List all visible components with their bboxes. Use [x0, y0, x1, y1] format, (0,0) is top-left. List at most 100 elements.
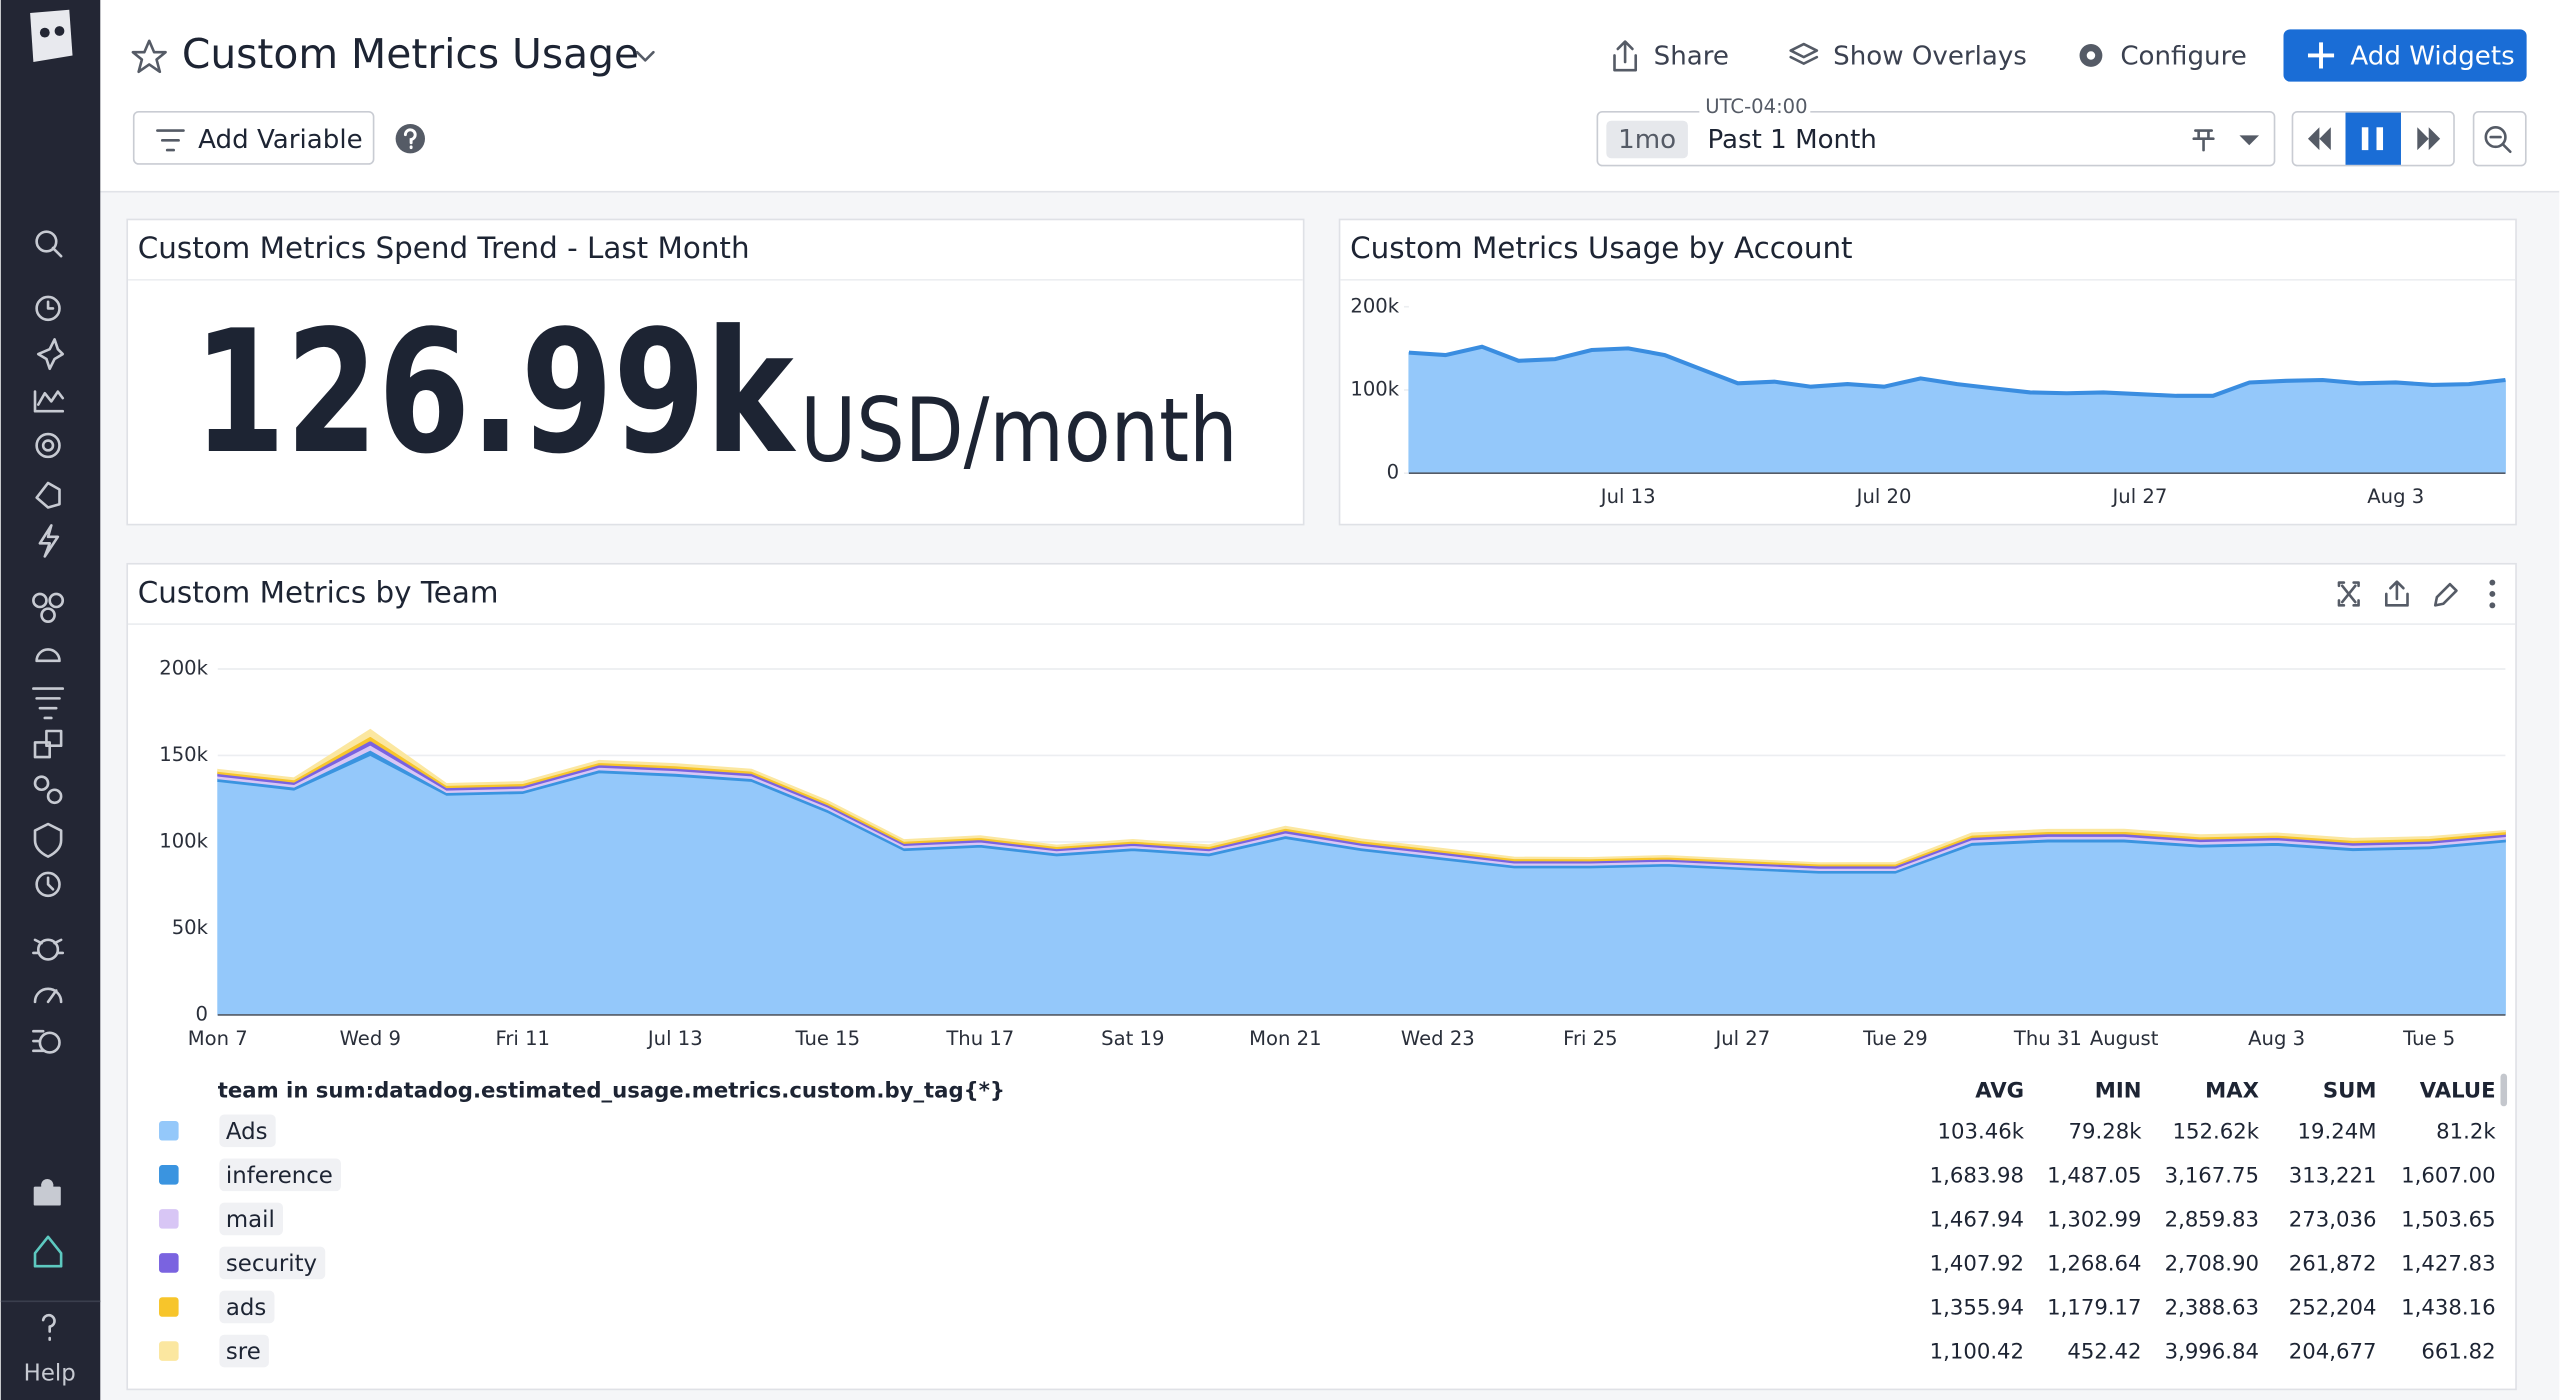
widget-frame [126, 218, 1305, 526]
table-cell: 1,607.00 [2401, 1163, 2495, 1188]
x-tick-label: Aug 3 [2367, 485, 2424, 508]
logo[interactable] [30, 9, 73, 63]
area-edge [1408, 344, 2506, 398]
legend-chip [219, 1334, 269, 1368]
table-cell: 1,302.99 [2047, 1208, 2141, 1233]
y-tick-label: 100k [1350, 377, 1399, 400]
table-cell: 1,503.65 [2401, 1208, 2495, 1233]
configure-button[interactable]: Configure [2079, 42, 2247, 72]
column-header: VALUE [2420, 1079, 2496, 1104]
x-tick-label: Wed 23 [1401, 1027, 1475, 1050]
table-cell: 1,487.05 [2047, 1163, 2141, 1188]
table-cell: 1,438.16 [2401, 1296, 2495, 1321]
table-cell: 1,179.17 [2047, 1296, 2141, 1321]
x-tick-label: Fri 11 [496, 1027, 550, 1050]
table-scrollbar[interactable] [2500, 1073, 2508, 1107]
share-label: Share [1654, 42, 1729, 72]
favorite-star[interactable] [131, 39, 167, 74]
time-picker[interactable]: UTC-04:00 1mo Past 1 Month [1596, 95, 2276, 167]
widget-menu[interactable] [2489, 579, 2496, 609]
legend-chip [219, 1290, 275, 1324]
legend-label[interactable]: security [226, 1251, 317, 1277]
add-widgets-label: Add Widgets [2350, 42, 2514, 72]
table-cell: 1,427.83 [2401, 1252, 2495, 1277]
table-cell: 2,859.83 [2165, 1208, 2259, 1233]
table-cell: 313,221 [2289, 1163, 2377, 1188]
nav-icons[interactable] [32, 230, 65, 1341]
legend-chip [219, 1158, 341, 1192]
legend-label[interactable]: mail [226, 1207, 275, 1233]
x-tick-label: Fri 25 [1563, 1027, 1617, 1050]
table-cell: 3,167.75 [2165, 1163, 2259, 1188]
share-button[interactable]: Share [1613, 40, 1729, 72]
x-tick-label: Thu 17 [945, 1027, 1014, 1050]
x-tick-label: Wed 9 [340, 1027, 401, 1050]
playback-controls[interactable] [2291, 110, 2455, 167]
y-tick-label: 200k [1350, 294, 1399, 317]
zoom-button[interactable] [2472, 110, 2527, 167]
help-icon[interactable] [395, 124, 425, 154]
table-query: team in sum:datadog.estimated_usage.metr… [218, 1079, 1005, 1104]
legend-swatch [159, 1341, 179, 1361]
x-tick-label: Jul 20 [1855, 485, 1912, 508]
add-variable-button[interactable]: Add Variable [132, 110, 375, 165]
configure-label: Configure [2120, 42, 2246, 72]
x-tick-label: Aug 3 [2248, 1027, 2305, 1050]
legend-swatch [159, 1253, 179, 1273]
x-tick-label: Tue 15 [795, 1027, 861, 1050]
table-cell: 2,388.63 [2165, 1296, 2259, 1321]
x-tick-label: Sat 19 [1101, 1027, 1164, 1050]
legend-label[interactable]: ads [226, 1295, 266, 1321]
table-cell: 19.24M [2298, 1119, 2377, 1144]
legend-swatch [159, 1297, 179, 1317]
legend-chip [219, 1114, 276, 1148]
overlays-label: Show Overlays [1833, 42, 2027, 72]
table-cell: 252,204 [2289, 1296, 2377, 1321]
x-tick-label: Tue 5 [2402, 1027, 2455, 1050]
dashboard-title: Custom Metrics Usage [182, 30, 639, 78]
table-cell: 152.62k [2173, 1119, 2260, 1144]
table-cell: 261,872 [2289, 1252, 2377, 1277]
table-cell: 3,996.84 [2165, 1340, 2259, 1365]
x-tick-label: Mon 7 [188, 1027, 248, 1050]
widget-title: Custom Metrics by Team [138, 575, 499, 609]
area [217, 728, 2506, 865]
widget-actions[interactable] [2337, 580, 2458, 607]
overlays-button[interactable]: Show Overlays [1789, 42, 2027, 72]
x-tick-label: Mon 21 [1249, 1027, 1321, 1050]
x-tick-label: Thu 31 [2013, 1027, 2082, 1050]
column-header: AVG [1975, 1079, 2024, 1104]
y-tick-label: 0 [196, 1002, 208, 1025]
table-cell: 1,683.98 [1930, 1163, 2024, 1188]
table-cell: 452.42 [2067, 1340, 2141, 1365]
y-tick-label: 200k [159, 656, 208, 679]
query-value: 126.99k [193, 294, 797, 492]
table-cell: 79.28k [2069, 1119, 2143, 1144]
widget-title: Custom Metrics Spend Trend - Last Month [138, 231, 750, 265]
add-variable-label: Add Variable [198, 125, 362, 155]
x-tick-label: Jul 27 [2111, 485, 2168, 508]
y-tick-label: 50k [172, 916, 209, 939]
legend-label[interactable]: sre [226, 1339, 261, 1365]
table-cell: 204,677 [2289, 1340, 2377, 1365]
y-tick-label: 150k [159, 743, 208, 766]
help-label[interactable]: Help [24, 1360, 76, 1386]
time-badge: 1mo [1618, 125, 1676, 155]
x-tick-label: Jul 13 [646, 1027, 703, 1050]
table-cell: 103.46k [1938, 1119, 2025, 1144]
table-cell: 1,100.42 [1930, 1340, 2024, 1365]
table-cell: 661.82 [2421, 1340, 2495, 1365]
table-cell: 273,036 [2289, 1208, 2377, 1233]
legend-label[interactable]: inference [226, 1163, 333, 1189]
x-tick-label: Jul 27 [1713, 1027, 1770, 1050]
query-unit: USD/month [800, 379, 1237, 482]
table-cell: 1,355.94 [1930, 1296, 2024, 1321]
title-dropdown[interactable] [635, 50, 655, 62]
widget-title: Custom Metrics Usage by Account [1350, 231, 1852, 265]
table-cell: 81.2k [2436, 1119, 2496, 1144]
legend-label[interactable]: Ads [226, 1119, 268, 1145]
add-widgets-button[interactable]: Add Widgets [2283, 29, 2527, 82]
x-tick-label: Tue 29 [1862, 1027, 1928, 1050]
